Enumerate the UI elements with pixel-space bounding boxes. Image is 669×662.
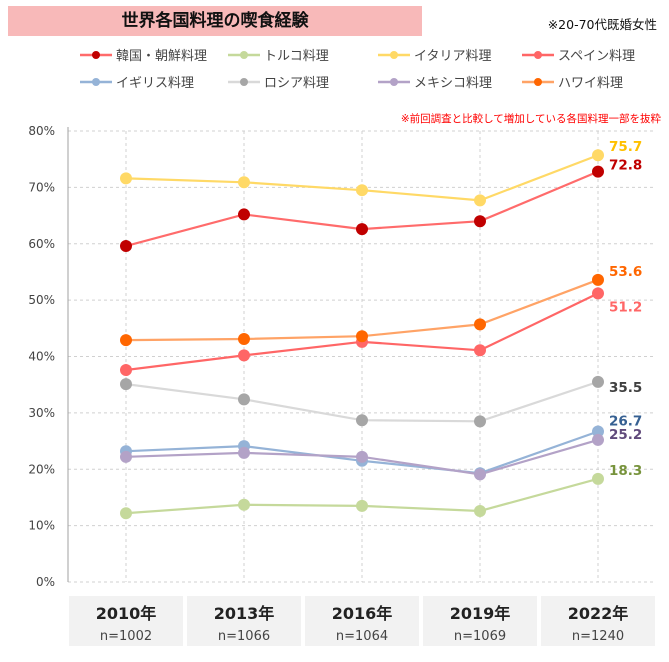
- legend-item: 韓国・朝鮮料理: [80, 45, 207, 64]
- data-label: 25.2: [609, 427, 642, 443]
- sample-size: n=1002: [99, 629, 153, 644]
- data-point: [474, 504, 486, 517]
- legend-item: イギリス料理: [80, 72, 194, 91]
- data-point: [356, 414, 368, 427]
- year-label: 2016年: [331, 604, 393, 623]
- year-label: 2022年: [567, 604, 629, 623]
- legend-marker-icon: [228, 77, 260, 86]
- data-point: [120, 450, 132, 463]
- data-point: [592, 287, 604, 300]
- sample-size: n=1069: [453, 629, 507, 644]
- legend-item: イタリア料理: [378, 45, 491, 64]
- data-point: [592, 165, 604, 178]
- data-point: [592, 375, 604, 388]
- y-tick-label: 50%: [28, 293, 55, 307]
- category-label: 2019年 n=1069: [423, 596, 537, 646]
- respondent-note: ※20-70代既婚女性: [547, 17, 657, 32]
- data-point: [238, 446, 250, 459]
- sample-size: n=1064: [335, 629, 389, 644]
- legend-item: スペイン料理: [522, 45, 635, 64]
- y-tick-label: 60%: [28, 237, 55, 251]
- data-point: [474, 318, 486, 331]
- data-label: 26.7: [609, 413, 642, 429]
- data-point: [120, 172, 132, 185]
- category-label: 2016年 n=1064: [305, 596, 419, 646]
- data-point: [238, 393, 250, 406]
- data-label: 72.8: [609, 158, 642, 174]
- legend-marker-icon: [522, 77, 554, 86]
- data-point: [120, 378, 132, 391]
- data-label: 75.7: [609, 139, 642, 155]
- data-label: 53.6: [609, 264, 642, 280]
- data-point: [120, 334, 132, 347]
- legend-item: ロシア料理: [228, 72, 329, 91]
- data-label: 35.5: [609, 380, 642, 396]
- data-point: [592, 472, 604, 485]
- data-point: [356, 499, 368, 512]
- legend-item: トルコ料理: [228, 45, 329, 64]
- y-tick-label: 40%: [28, 350, 55, 364]
- data-point: [474, 194, 486, 207]
- category-label: 2022年 n=1240: [541, 596, 655, 646]
- legend-label: ハワイ料理: [558, 76, 624, 91]
- data-point: [356, 223, 368, 236]
- legend-label: 韓国・朝鮮料理: [116, 49, 208, 64]
- data-point: [592, 433, 604, 446]
- data-point: [120, 240, 132, 253]
- data-point: [592, 149, 604, 162]
- selection-note: ※前回調査と比較して増加している各国料理一部を抜粋: [400, 113, 661, 125]
- legend-label: メキシコ料理: [414, 76, 493, 91]
- data-point: [474, 468, 486, 481]
- data-point: [120, 364, 132, 377]
- data-point: [356, 330, 368, 343]
- year-label: 2010年: [95, 604, 157, 623]
- y-tick-label: 70%: [28, 180, 55, 194]
- data-point: [356, 450, 368, 463]
- data-point: [474, 344, 486, 357]
- data-point: [238, 498, 250, 511]
- data-point: [238, 333, 250, 346]
- sample-size: n=1066: [217, 629, 271, 644]
- legend-label: イタリア料理: [414, 49, 492, 64]
- legend-label: ロシア料理: [264, 76, 330, 91]
- legend-item: メキシコ料理: [378, 72, 492, 91]
- data-point: [474, 415, 486, 428]
- category-label: 2010年 n=1002: [69, 596, 183, 646]
- data-point: [592, 273, 604, 286]
- data-point: [592, 425, 604, 438]
- y-tick-label: 30%: [28, 406, 55, 420]
- legend-marker-icon: [80, 50, 112, 59]
- legend-marker-icon: [228, 50, 260, 59]
- data-point: [238, 349, 250, 362]
- y-tick-label: 20%: [28, 462, 55, 476]
- data-point: [238, 208, 250, 221]
- sample-size: n=1240: [571, 629, 625, 644]
- y-tick-label: 10%: [28, 519, 55, 533]
- data-point: [238, 176, 250, 189]
- legend-label: スペイン料理: [558, 49, 636, 64]
- data-point: [120, 507, 132, 520]
- legend-marker-icon: [378, 77, 410, 86]
- year-label: 2013年: [213, 604, 275, 623]
- legend-label: トルコ料理: [264, 49, 329, 64]
- legend-label: イギリス料理: [116, 76, 195, 91]
- legend-marker-icon: [378, 50, 410, 59]
- legend-marker-icon: [80, 77, 112, 86]
- data-point: [356, 184, 368, 197]
- legend-marker-icon: [522, 50, 554, 59]
- category-label: 2013年 n=1066: [187, 596, 301, 646]
- y-tick-label: 0%: [36, 575, 55, 589]
- legend-item: ハワイ料理: [522, 72, 623, 91]
- data-label: 18.3: [609, 463, 642, 479]
- year-label: 2019年: [449, 604, 511, 623]
- chart-title: 世界各国料理の喫食経験: [8, 6, 422, 36]
- data-point: [474, 215, 486, 228]
- data-label: 51.2: [609, 299, 642, 315]
- y-tick-label: 80%: [28, 124, 55, 138]
